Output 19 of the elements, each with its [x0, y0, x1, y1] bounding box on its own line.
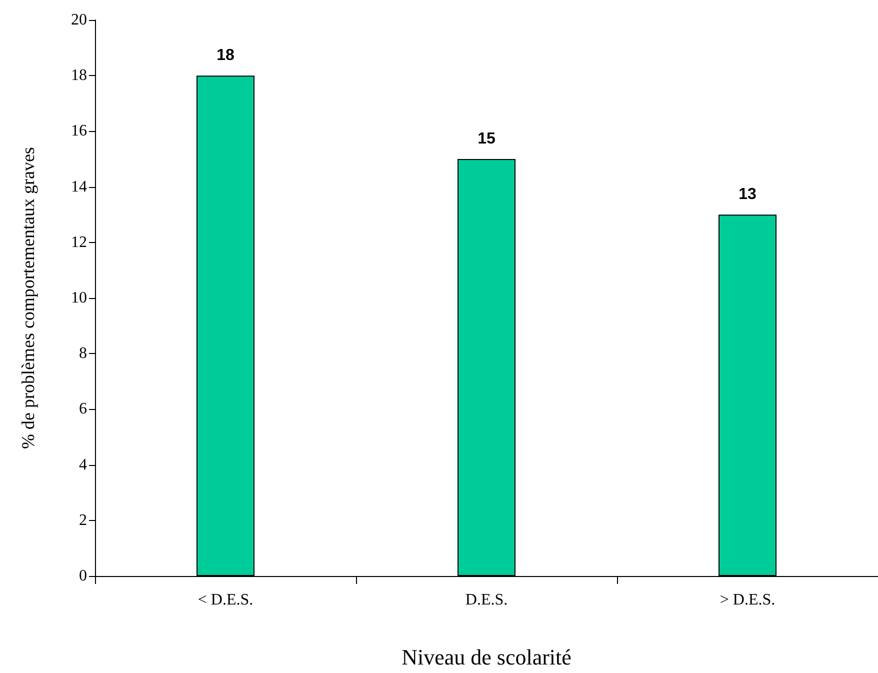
y-tick-label: 4: [79, 456, 87, 474]
y-tick-label: 2: [79, 512, 87, 529]
x-axis-title: Niveau de scolarité: [402, 644, 572, 670]
y-tick-label: 8: [79, 345, 87, 362]
y-tick-label: 20: [71, 12, 87, 28]
x-tick-label: < D.E.S.: [198, 592, 254, 608]
y-tick-label: 18: [71, 67, 87, 84]
y-tick-label: 10: [71, 290, 87, 306]
y-tick-label: 12: [71, 234, 87, 251]
y-tick-label: 6: [79, 400, 87, 418]
x-tick-label: > D.E.S.: [720, 592, 776, 608]
data-label: 18: [216, 47, 234, 64]
x-tick-label: D.E.S.: [465, 592, 508, 608]
y-tick-label: 0: [79, 568, 87, 584]
y-tick-label: 14: [71, 178, 87, 196]
data-label: 15: [478, 130, 496, 148]
y-axis-title: % de problèmes comportementaux graves: [18, 147, 38, 449]
data-label: 13: [738, 186, 756, 204]
y-tick-label: 16: [71, 122, 87, 140]
